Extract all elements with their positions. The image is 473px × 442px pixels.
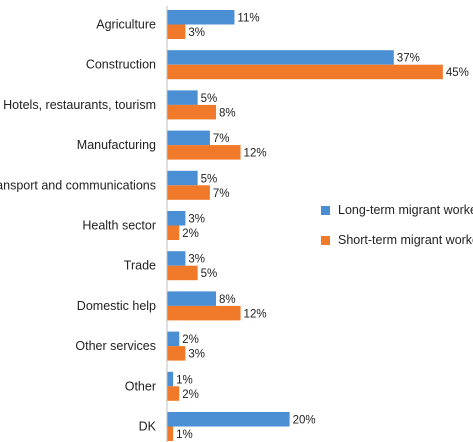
data-label-short-term: 12% — [244, 308, 267, 320]
bar-short-term — [167, 64, 443, 80]
legend-item-long-term: Long-term migrant workers — [321, 201, 473, 219]
category-label: Transport and communications — [0, 178, 156, 192]
data-label-long-term: 20% — [293, 415, 316, 427]
category-label: Agriculture — [96, 18, 156, 32]
bar-long-term — [167, 90, 198, 105]
data-label-long-term: 37% — [397, 53, 420, 65]
bar-long-term — [167, 291, 217, 306]
data-label-short-term: 12% — [244, 148, 267, 160]
data-label-short-term: 3% — [188, 27, 205, 39]
legend-label-long-term: Long-term migrant workers — [338, 203, 473, 217]
data-label-short-term: 1% — [176, 429, 193, 441]
bar-short-term — [167, 225, 180, 240]
legend-swatch-short-term — [321, 235, 330, 245]
data-label-long-term: 2% — [182, 334, 199, 346]
data-label-long-term: 3% — [188, 254, 205, 266]
legend-swatch-long-term — [321, 205, 330, 215]
bar-long-term — [167, 251, 186, 266]
bar-long-term — [167, 371, 174, 387]
bar-long-term — [167, 211, 186, 226]
category-label: Other services — [75, 339, 156, 353]
category-label: Manufacturing — [77, 138, 156, 152]
data-label-long-term: 5% — [201, 93, 218, 105]
legend: Long-term migrant workers Short-term mig… — [321, 201, 473, 261]
bar-short-term — [167, 346, 186, 361]
bar-short-term — [167, 386, 180, 401]
data-labels: 11%3%37%45%5%8%7%12%5%7%3%2%3%5%8%12%2%3… — [176, 13, 469, 442]
data-label-short-term: 45% — [446, 67, 469, 79]
bar-short-term — [167, 305, 241, 321]
data-label-long-term: 5% — [201, 173, 218, 185]
category-label: Hotels, restaurants, tourism — [3, 98, 156, 112]
bar-short-term — [167, 426, 174, 441]
bar-short-term — [167, 104, 217, 120]
bar-long-term — [167, 130, 210, 146]
data-label-short-term: 3% — [188, 349, 205, 361]
data-label-long-term: 1% — [176, 374, 193, 386]
bar-long-term — [167, 331, 180, 347]
data-label-long-term: 7% — [213, 133, 230, 145]
category-label: Domestic help — [77, 299, 156, 313]
bar-short-term — [167, 24, 186, 39]
bar-short-term — [167, 265, 198, 281]
category-labels: Agriculture Construction Hotels, restauran… — [0, 18, 157, 434]
data-label-short-term: 5% — [201, 268, 218, 280]
legend-item-short-term: Short-term migrant workers — [321, 231, 473, 249]
category-label: Other — [125, 379, 156, 393]
bar-short-term — [167, 145, 241, 160]
bar-long-term — [167, 412, 290, 427]
data-label-long-term: 3% — [188, 214, 205, 226]
category-label: Trade — [124, 259, 156, 273]
bar-long-term — [167, 170, 198, 186]
data-label-short-term: 8% — [219, 107, 236, 119]
data-label-short-term: 2% — [182, 228, 199, 240]
data-label-short-term: 2% — [182, 389, 199, 401]
bar-long-term — [167, 50, 394, 65]
category-label: Health sector — [82, 219, 156, 233]
bars — [167, 10, 443, 441]
bar-short-term — [167, 185, 210, 200]
category-label: Construction — [86, 58, 156, 72]
bar-long-term — [167, 10, 235, 25]
legend-label-short-term: Short-term migrant workers — [338, 233, 473, 247]
data-label-short-term: 7% — [213, 188, 230, 200]
data-label-long-term: 11% — [237, 13, 259, 25]
category-label: DK — [139, 420, 157, 434]
data-label-long-term: 8% — [219, 294, 236, 306]
